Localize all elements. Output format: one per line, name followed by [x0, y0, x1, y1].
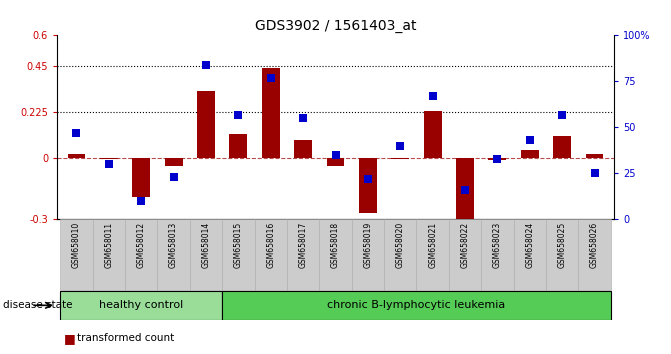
Bar: [125, 219, 158, 290]
Bar: [384, 219, 417, 290]
Text: GSM658025: GSM658025: [558, 222, 566, 268]
Bar: [521, 150, 539, 158]
Bar: [229, 133, 248, 158]
Point: [136, 198, 146, 204]
Bar: [164, 158, 183, 166]
Point: [525, 137, 535, 143]
Text: GSM658018: GSM658018: [331, 222, 340, 268]
Text: GSM658019: GSM658019: [364, 222, 372, 268]
Text: GSM658026: GSM658026: [590, 222, 599, 268]
Text: GSM658021: GSM658021: [428, 222, 437, 268]
Text: chronic B-lymphocytic leukemia: chronic B-lymphocytic leukemia: [327, 300, 505, 310]
Point: [395, 143, 406, 149]
Bar: [190, 219, 222, 290]
Bar: [417, 219, 449, 290]
Text: disease state: disease state: [3, 300, 73, 310]
Bar: [359, 158, 377, 213]
Bar: [481, 219, 513, 290]
Bar: [449, 219, 481, 290]
Bar: [132, 158, 150, 197]
Point: [168, 174, 179, 180]
Text: healthy control: healthy control: [99, 300, 183, 310]
Point: [265, 75, 276, 81]
Text: GSM658013: GSM658013: [169, 222, 178, 268]
Text: GSM658015: GSM658015: [234, 222, 243, 268]
Bar: [262, 68, 280, 158]
Text: GSM658014: GSM658014: [201, 222, 211, 268]
Text: GSM658012: GSM658012: [137, 222, 146, 268]
Text: GSM658010: GSM658010: [72, 222, 81, 268]
Bar: [60, 219, 93, 290]
Bar: [287, 219, 319, 290]
Bar: [488, 158, 507, 160]
Text: ■: ■: [64, 332, 76, 344]
Bar: [391, 158, 409, 159]
Text: GSM658024: GSM658024: [525, 222, 534, 268]
Bar: [222, 291, 611, 320]
Point: [557, 112, 568, 118]
Bar: [327, 158, 344, 166]
Bar: [513, 219, 546, 290]
Bar: [578, 219, 611, 290]
Bar: [100, 158, 117, 159]
Title: GDS3902 / 1561403_at: GDS3902 / 1561403_at: [255, 19, 416, 33]
Bar: [60, 291, 222, 320]
Bar: [554, 136, 571, 158]
Bar: [546, 219, 578, 290]
Bar: [93, 219, 125, 290]
Point: [589, 171, 600, 176]
Bar: [222, 219, 254, 290]
Point: [330, 152, 341, 158]
Bar: [197, 91, 215, 158]
Point: [103, 161, 114, 167]
Point: [201, 62, 211, 68]
Text: GSM658017: GSM658017: [299, 222, 307, 268]
Text: GSM658016: GSM658016: [266, 222, 275, 268]
Bar: [423, 111, 442, 158]
Point: [233, 112, 244, 118]
Text: GSM658022: GSM658022: [460, 222, 470, 268]
Text: GSM658020: GSM658020: [396, 222, 405, 268]
Point: [492, 156, 503, 161]
Bar: [254, 219, 287, 290]
Point: [71, 130, 82, 136]
Bar: [586, 154, 603, 158]
Text: transformed count: transformed count: [77, 333, 174, 343]
Bar: [456, 158, 474, 225]
Text: GSM658023: GSM658023: [493, 222, 502, 268]
Bar: [319, 219, 352, 290]
Point: [460, 187, 470, 193]
Text: GSM658011: GSM658011: [105, 222, 113, 268]
Bar: [158, 219, 190, 290]
Bar: [352, 219, 384, 290]
Point: [362, 176, 373, 182]
Point: [298, 115, 309, 121]
Point: [427, 93, 438, 99]
Bar: [294, 140, 312, 158]
Bar: [68, 154, 85, 158]
